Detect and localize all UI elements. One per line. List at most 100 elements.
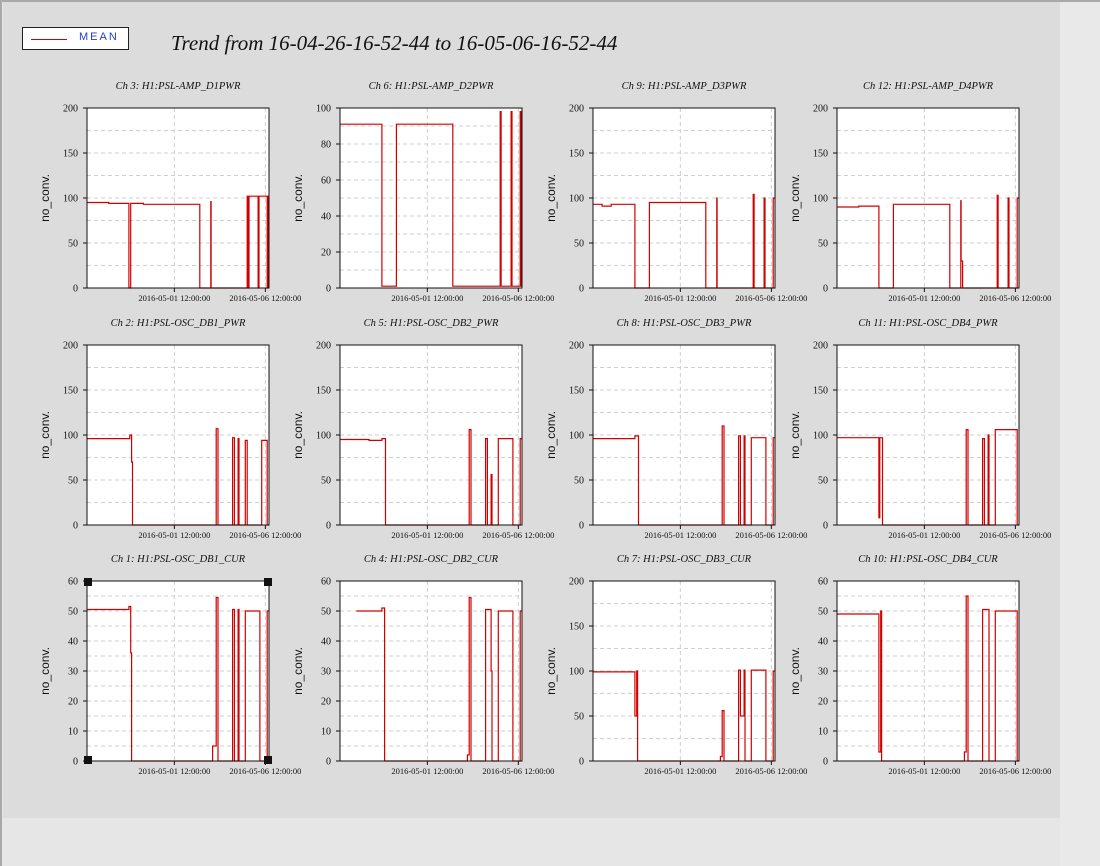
- y-tick-label: 40: [68, 637, 78, 648]
- y-tick-label: 40: [818, 637, 828, 648]
- y-tick-label: 100: [316, 431, 331, 442]
- y-tick-label: 200: [569, 577, 584, 588]
- series-line: [340, 429, 522, 526]
- y-tick-label: 60: [321, 176, 331, 187]
- y-tick-label: 20: [321, 697, 331, 708]
- x-tick-label: 2016-05-01 12:00:00: [138, 293, 210, 303]
- y-tick-label: 100: [316, 104, 331, 115]
- y-axis-label: no_conv.: [291, 411, 305, 459]
- y-tick-label: 60: [818, 577, 828, 588]
- chart-panel[interactable]: 0 10 20 30 40 50 60 2016-05-01 12:00:00 2016-05-…: [788, 554, 1051, 776]
- y-tick-label: 0: [823, 521, 828, 532]
- y-tick-label: 80: [321, 140, 331, 151]
- x-tick-label: 2016-05-06 12:00:00: [229, 766, 301, 776]
- x-tick-label: 2016-05-06 12:00:00: [979, 293, 1051, 303]
- chart-title: Ch 5: H1:PSL-OSC_DB2_PWR: [364, 318, 499, 329]
- y-tick-label: 50: [818, 239, 828, 250]
- chart-panel[interactable]: 0 50 100 150 200 2016-05-01 12:00:00 2016-05-0…: [38, 318, 301, 540]
- chart-panel[interactable]: 0 50 100 150 200 2016-05-01 12:00:00 2016-05-0…: [38, 81, 301, 303]
- chart-title: Ch 1: H1:PSL-OSC_DB1_CUR: [111, 554, 246, 565]
- x-tick-label: 2016-05-06 12:00:00: [979, 530, 1051, 540]
- y-tick-label: 0: [326, 284, 331, 295]
- series-line: [340, 111, 522, 287]
- x-tick-label: 2016-05-06 12:00:00: [229, 530, 301, 540]
- y-tick-label: 0: [73, 521, 78, 532]
- y-tick-label: 10: [321, 727, 331, 738]
- y-tick-label: 50: [321, 607, 331, 618]
- window-top-border: [0, 0, 1100, 2]
- x-tick-label: 2016-05-01 12:00:00: [888, 766, 960, 776]
- y-tick-label: 40: [321, 637, 331, 648]
- y-axis-label: no_conv.: [788, 411, 802, 459]
- selection-handle[interactable]: [264, 756, 272, 764]
- y-tick-label: 150: [569, 149, 584, 160]
- x-tick-label: 2016-05-06 12:00:00: [735, 530, 807, 540]
- chart-title: Ch 11: H1:PSL-OSC_DB4_PWR: [858, 318, 998, 329]
- y-tick-label: 100: [813, 194, 828, 205]
- y-tick-label: 0: [823, 757, 828, 768]
- y-axis-label: no_conv.: [38, 174, 52, 222]
- y-axis-label: no_conv.: [38, 647, 52, 695]
- y-tick-label: 30: [68, 667, 78, 678]
- chart-title: Ch 6: H1:PSL-AMP_D2PWR: [369, 81, 494, 92]
- y-tick-label: 150: [569, 622, 584, 633]
- selection-handle[interactable]: [264, 578, 272, 586]
- y-tick-label: 200: [813, 341, 828, 352]
- y-tick-label: 0: [823, 284, 828, 295]
- y-tick-label: 0: [579, 757, 584, 768]
- chart-panel[interactable]: 0 50 100 150 200 2016-05-01 12:00:00 2016-05-0…: [544, 554, 807, 776]
- chart-panel[interactable]: 0 50 100 150 200 2016-05-01 12:00:00 2016-05-0…: [788, 81, 1051, 303]
- y-tick-label: 50: [818, 607, 828, 618]
- series-line: [87, 596, 269, 762]
- y-tick-label: 150: [316, 386, 331, 397]
- x-tick-label: 2016-05-01 12:00:00: [888, 530, 960, 540]
- chart-title: Ch 12: H1:PSL-AMP_D4PWR: [863, 81, 994, 92]
- x-tick-label: 2016-05-01 12:00:00: [391, 766, 463, 776]
- selection-handle[interactable]: [84, 756, 92, 764]
- selection-handle[interactable]: [84, 578, 92, 586]
- y-axis-label: no_conv.: [291, 174, 305, 222]
- y-tick-label: 0: [326, 757, 331, 768]
- y-tick-label: 100: [569, 194, 584, 205]
- y-tick-label: 60: [68, 577, 78, 588]
- series-line: [837, 595, 1019, 762]
- y-tick-label: 100: [569, 431, 584, 442]
- y-axis-label: no_conv.: [38, 411, 52, 459]
- x-tick-label: 2016-05-06 12:00:00: [735, 766, 807, 776]
- y-tick-label: 200: [63, 341, 78, 352]
- x-tick-label: 2016-05-01 12:00:00: [888, 293, 960, 303]
- y-tick-label: 100: [63, 194, 78, 205]
- y-tick-label: 0: [73, 757, 78, 768]
- y-tick-label: 150: [63, 386, 78, 397]
- y-tick-label: 50: [574, 712, 584, 723]
- chart-panel[interactable]: 0 50 100 150 200 2016-05-01 12:00:00 2016-05-0…: [544, 318, 807, 540]
- chart-title: Ch 4: H1:PSL-OSC_DB2_CUR: [364, 554, 499, 565]
- y-tick-label: 200: [813, 104, 828, 115]
- x-tick-label: 2016-05-01 12:00:00: [391, 530, 463, 540]
- x-tick-label: 2016-05-06 12:00:00: [482, 530, 554, 540]
- chart-panel[interactable]: 0 10 20 30 40 50 60 2016-05-01 12:00:00 2016-05-…: [291, 554, 554, 776]
- chart-panel[interactable]: 0 50 100 150 200 2016-05-01 12:00:00 2016-05-0…: [291, 318, 554, 540]
- chart-panel[interactable]: 0 20 40 60 80 100 2016-05-01 12:00:00 2016-05-0…: [291, 81, 554, 303]
- y-tick-label: 100: [569, 667, 584, 678]
- y-tick-label: 0: [326, 521, 331, 532]
- y-tick-label: 20: [818, 697, 828, 708]
- y-tick-label: 30: [818, 667, 828, 678]
- legend-label: MEAN: [79, 31, 119, 43]
- y-tick-label: 10: [68, 727, 78, 738]
- y-tick-label: 50: [574, 476, 584, 487]
- x-tick-label: 2016-05-01 12:00:00: [138, 766, 210, 776]
- chart-panel[interactable]: 0 50 100 150 200 2016-05-01 12:00:00 2016-05-0…: [788, 318, 1051, 540]
- x-tick-label: 2016-05-01 12:00:00: [644, 766, 716, 776]
- chart-panel[interactable]: 0 10 20 30 40 50 60 2016-05-01 12:00:00 2016-05-…: [38, 554, 301, 776]
- y-axis-label: no_conv.: [544, 647, 558, 695]
- chart-panel[interactable]: 0 50 100 150 200 2016-05-01 12:00:00 2016-05-0…: [544, 81, 807, 303]
- page-title: Trend from 16-04-26-16-52-44 to 16-05-06…: [171, 31, 618, 55]
- y-tick-label: 40: [321, 212, 331, 223]
- series-line: [593, 193, 775, 289]
- series-line: [837, 429, 1019, 526]
- right-margin: [1060, 2, 1100, 866]
- x-tick-label: 2016-05-06 12:00:00: [482, 293, 554, 303]
- series-line: [356, 596, 522, 762]
